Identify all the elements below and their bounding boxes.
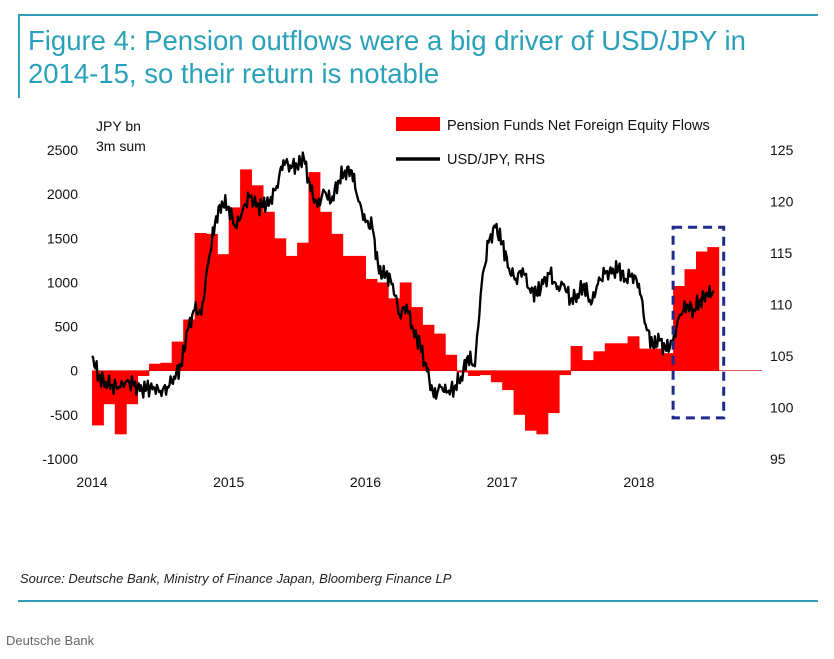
bar (137, 370, 150, 376)
bar (433, 333, 446, 371)
left-tick-label: 1500 (47, 230, 78, 246)
left-tick-label: 500 (55, 319, 79, 335)
bar-series-group (92, 169, 720, 435)
left-axis-ticks: -1000 -500 0 500 1000 1500 2000 2500 (42, 142, 78, 467)
bar (581, 360, 594, 371)
bar (149, 363, 161, 371)
bar (228, 207, 241, 371)
bar (661, 353, 674, 371)
bar (616, 343, 628, 371)
right-tick-label: 100 (770, 400, 794, 416)
x-axis-ticks: 2014 2015 2016 2017 2018 (76, 474, 654, 490)
bar (593, 351, 606, 371)
bar (696, 251, 708, 371)
bar (707, 247, 720, 371)
right-tick-label: 105 (770, 348, 794, 364)
bar (638, 348, 651, 371)
left-tick-label: 2000 (47, 186, 78, 202)
bar (342, 255, 355, 371)
left-tick-label: -500 (50, 407, 78, 423)
x-tick-label: 2016 (350, 474, 381, 490)
legend-swatch-bars (396, 117, 440, 131)
legend-label-bars: Pension Funds Net Foreign Equity Flows (447, 118, 710, 134)
bar (319, 211, 332, 371)
bar (445, 354, 458, 371)
bar (114, 370, 127, 435)
right-tick-label: 110 (770, 297, 793, 313)
left-tick-label: 2500 (47, 142, 78, 158)
bar (388, 298, 401, 371)
bar (92, 370, 104, 426)
bar (547, 370, 560, 414)
bar (490, 370, 503, 383)
bar (502, 370, 515, 391)
bar (354, 255, 366, 371)
x-tick-label: 2018 (623, 474, 654, 490)
left-axis-label-line2: 3m sum (96, 138, 146, 154)
bar (251, 185, 264, 371)
bar (570, 346, 583, 371)
chart: -1000 -500 0 500 1000 1500 2000 2500 95 100 105 11… (42, 117, 794, 490)
left-tick-label: 1000 (47, 274, 78, 290)
x-tick-label: 2014 (76, 474, 107, 490)
bar (171, 341, 184, 371)
bar (627, 336, 640, 371)
bar (604, 343, 617, 371)
bar (217, 254, 230, 371)
bar (205, 233, 218, 371)
bar (194, 233, 207, 371)
x-tick-label: 2015 (213, 474, 244, 490)
frame-bottom-rule (18, 600, 818, 602)
bar (308, 172, 321, 371)
bar (331, 233, 344, 371)
footer-credit: Deutsche Bank (6, 633, 95, 648)
right-tick-label: 115 (770, 245, 793, 261)
bar (513, 370, 526, 415)
bar (376, 282, 389, 371)
bar (673, 286, 685, 371)
left-tick-label: 0 (70, 363, 78, 379)
bar (262, 211, 275, 371)
left-tick-label: -1000 (42, 451, 78, 467)
right-tick-label: 125 (770, 142, 794, 158)
left-axis-label-line1: JPY bn (96, 118, 141, 134)
bar (479, 370, 492, 376)
bar (297, 242, 309, 371)
bar (559, 370, 572, 376)
right-axis-ticks: 95 100 105 110 115 120 125 (770, 142, 794, 467)
x-tick-label: 2017 (487, 474, 518, 490)
bar (126, 370, 139, 405)
bar (468, 370, 480, 376)
bar (399, 282, 412, 371)
right-tick-label: 95 (770, 451, 786, 467)
bar (285, 255, 298, 371)
bar (536, 370, 549, 435)
figure-title: Figure 4: Pension outflows were a big dr… (28, 25, 746, 89)
source-note: Source: Deutsche Bank, Ministry of Finan… (20, 571, 452, 586)
frame-left-rule (18, 14, 20, 98)
bar (525, 370, 537, 431)
bar (160, 362, 173, 371)
frame-top-rule (18, 14, 818, 16)
bar (650, 348, 663, 371)
bar (422, 324, 435, 371)
bar (240, 169, 252, 371)
legend-label-line: USD/JPY, RHS (447, 152, 545, 168)
line-series-group (91, 151, 715, 400)
bar (684, 269, 697, 371)
right-tick-label: 120 (770, 194, 794, 210)
bar (274, 238, 287, 371)
usdjpy-line (91, 151, 715, 400)
bar (183, 319, 196, 371)
bar (365, 278, 378, 371)
